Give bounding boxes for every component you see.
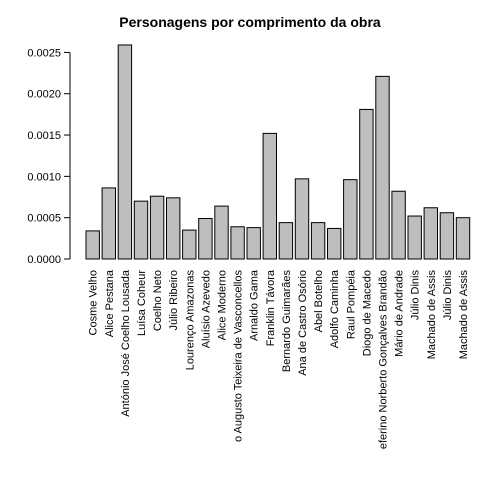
y-tick-label: 0.0010 [27,171,61,183]
bar [327,227,342,260]
x-tick-label: Júlio Dinis [442,270,454,321]
bar [455,217,471,260]
bar [101,187,116,260]
bars-group [85,44,471,260]
x-tick-label: Coelho Neto [152,270,164,331]
y-tick-label: 0.0000 [27,254,61,266]
bar [85,230,100,260]
bar [278,222,294,260]
x-tick-label: Bernardo Guimarães [281,270,293,373]
bar [262,132,278,260]
x-tick-label: Abel Botelho [313,270,325,332]
x-tick-label: Lourenço Amazonas [184,270,196,371]
chart-title: Personagens por comprimento da obra [119,14,381,30]
y-tick-label: 0.0015 [27,130,61,142]
bar [310,222,326,260]
x-tick-label: Aluísio Azevedo [200,270,212,348]
x-tick-label: eferino Norberto Gonçalves Brandão [378,270,390,449]
bar [166,197,181,260]
x-tick-label: Raul Pompéia [345,269,357,339]
x-tick-label: Mário de Andrade [394,270,406,357]
y-tick-label: 0.0005 [27,213,61,225]
bar [182,229,197,260]
x-tick-label: Alice Moderno [217,270,229,340]
bar [407,215,422,260]
bar [391,190,406,260]
x-tick-label: Machado de Assis [458,270,470,360]
bar [149,195,165,260]
x-labels-group: Cosme Velho Alice Pestana António José Coe… [88,269,470,449]
y-axis: 0.0000 0.0005 0.0010 0.0015 0.0020 0.0025 [27,47,71,266]
bar [343,179,358,260]
bar [439,212,455,260]
x-tick-label: Ana de Castro Osório [297,270,309,376]
bar [294,178,310,260]
bar [133,200,149,260]
x-tick-label: o Augusto Teixeira de Vasconcellos [233,270,245,443]
y-tick-label: 0.0025 [27,47,61,59]
x-tick-label: Luísa Coheur [136,270,148,336]
bar [117,44,133,260]
x-tick-label: Júlio Dinis [410,270,422,321]
bar [423,207,439,260]
bar [246,227,261,260]
y-tick-label: 0.0020 [27,89,61,101]
x-tick-label: António José Coelho Lousada [120,269,132,417]
x-tick-label: Cosme Velho [88,270,100,335]
x-tick-label: Adolfo Caminha [329,269,341,348]
x-tick-label: Diogo de Macedo [361,270,373,356]
x-tick-label: Franklin Távora [265,269,277,346]
x-tick-label: Machado de Assis [426,270,438,360]
bar [359,108,374,260]
x-tick-label: Arnaldo Gama [249,269,261,341]
bar [214,205,229,260]
x-tick-label: Júlio Ribeiro [168,270,180,331]
bar [230,226,245,260]
bar [198,218,213,260]
bar [375,75,390,260]
x-tick-label: Alice Pestana [104,269,116,337]
